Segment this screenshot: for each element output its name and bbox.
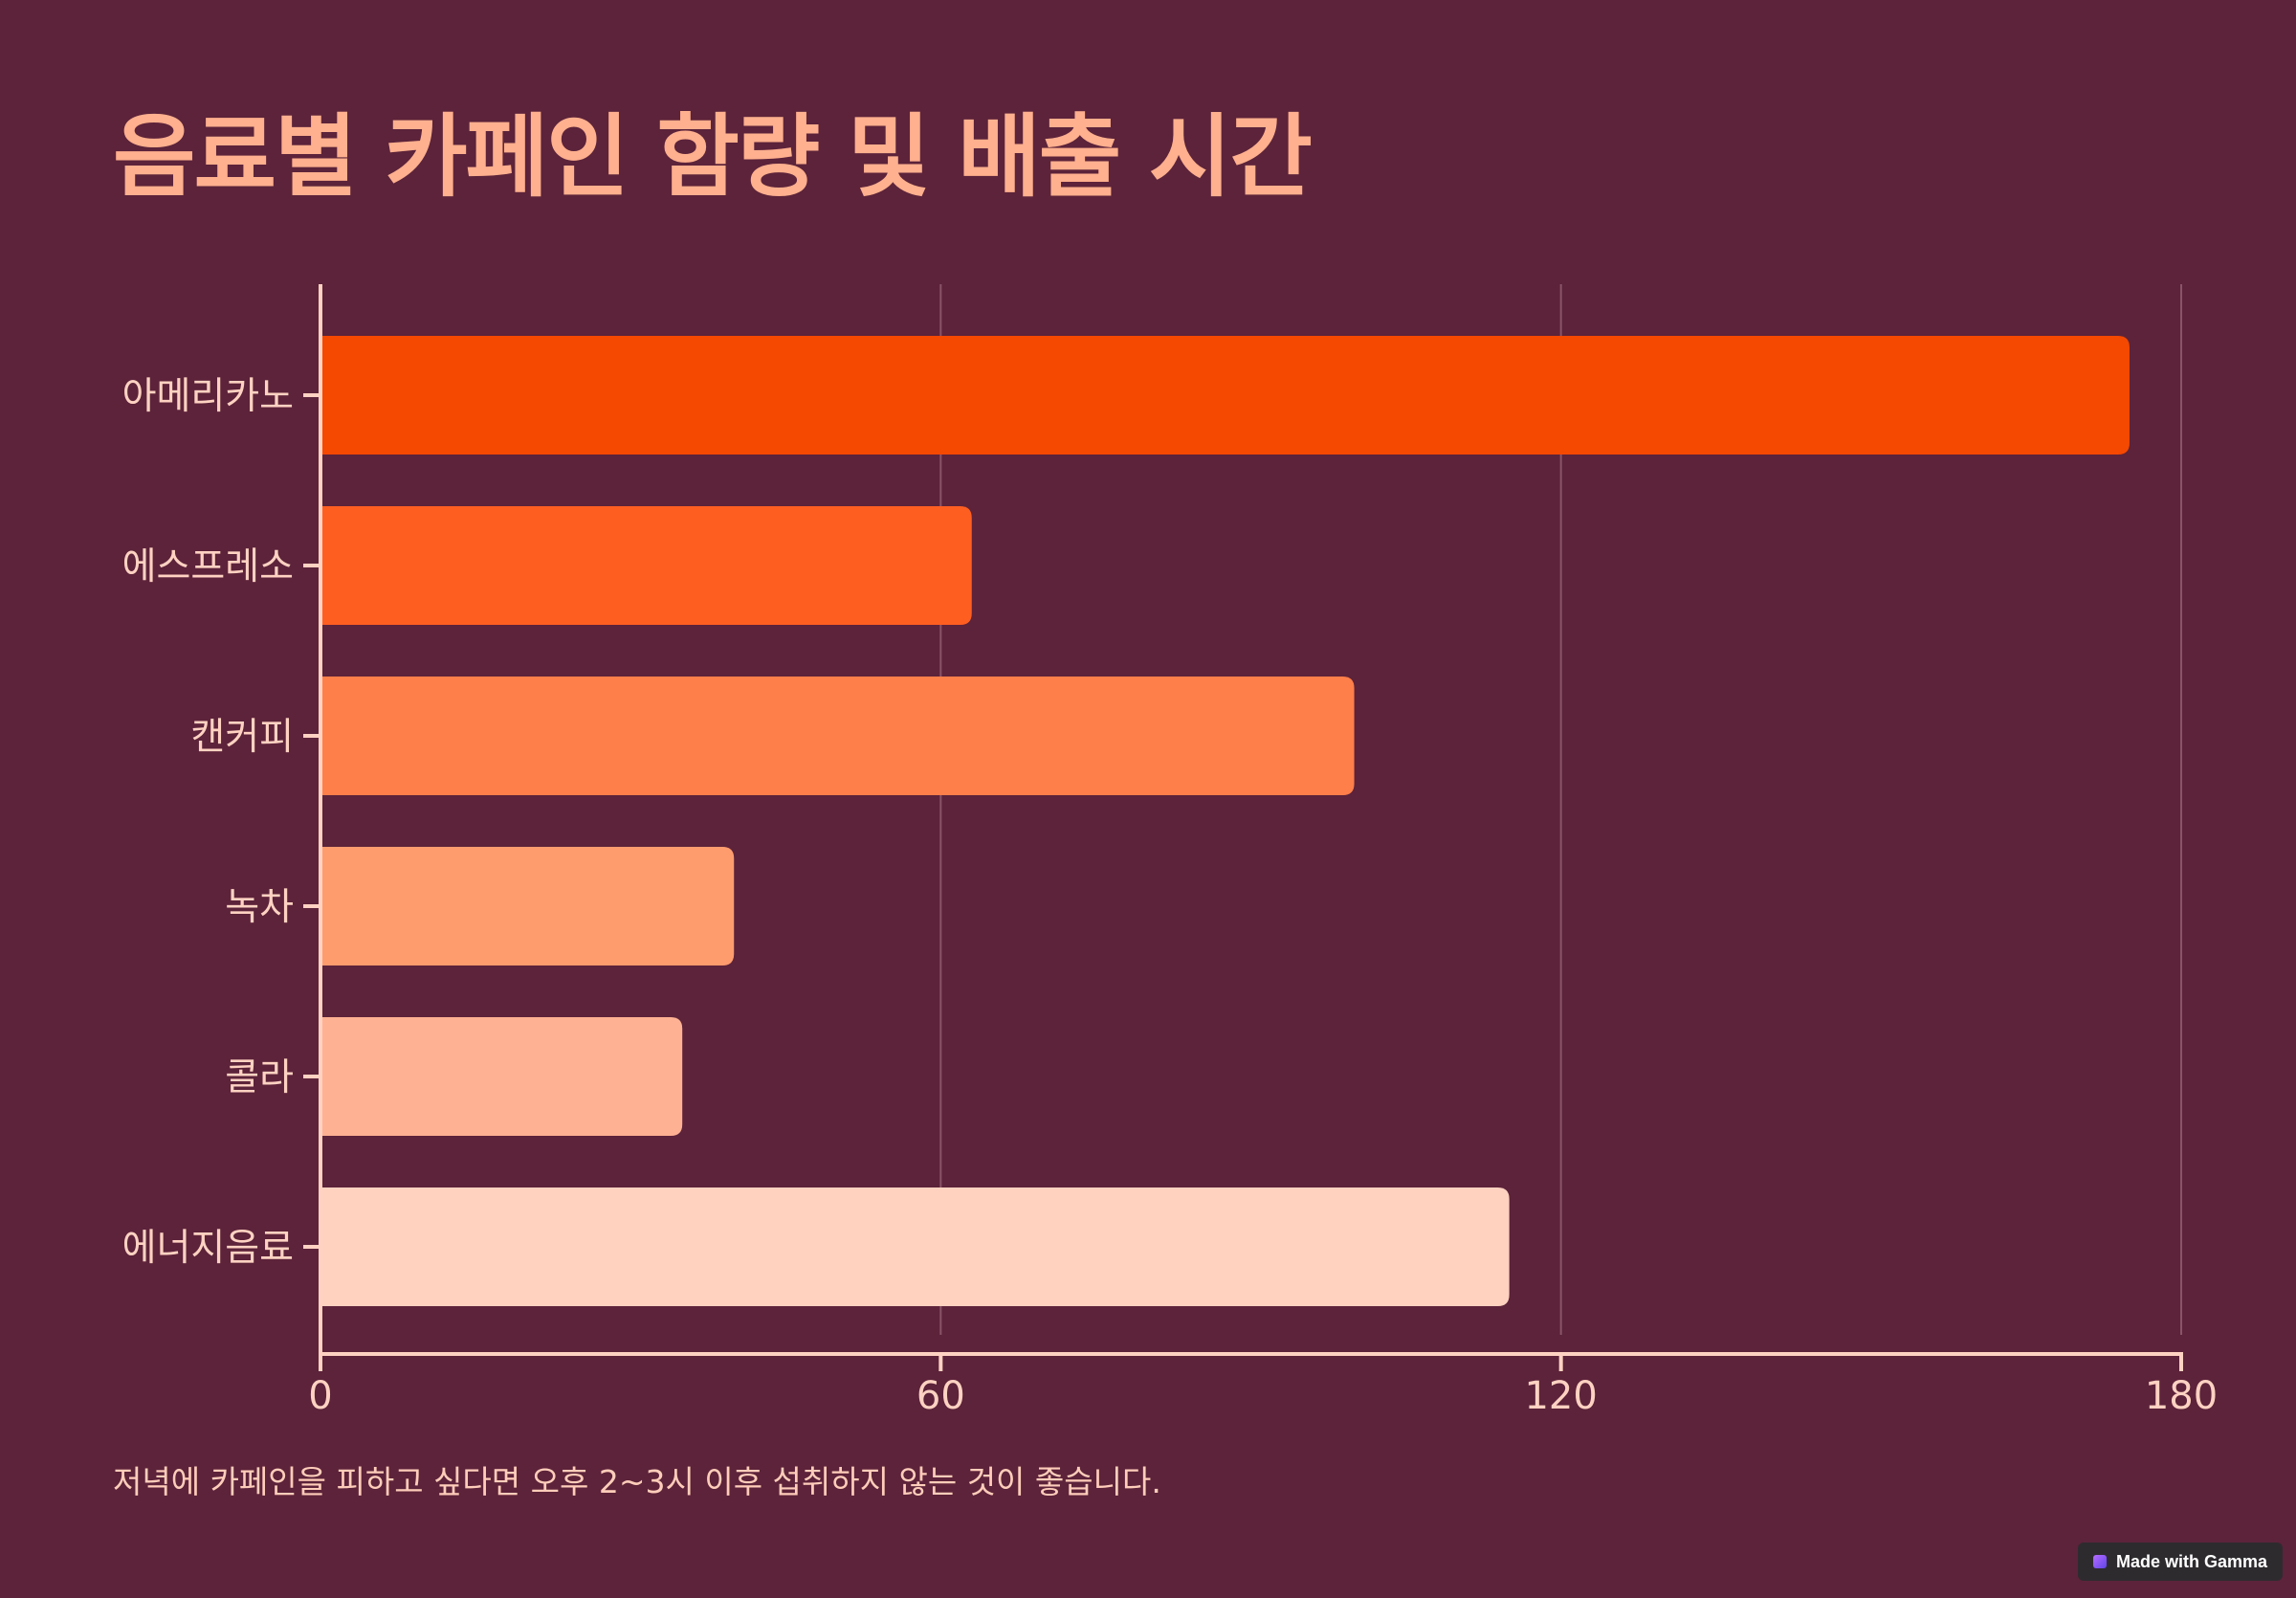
bar (320, 336, 2130, 455)
gamma-logo-icon (2092, 1555, 2107, 1568)
made-with-gamma-badge[interactable]: Made with Gamma (2078, 1543, 2283, 1581)
bar (320, 1187, 1510, 1306)
chart-title: 음료별 카페인 함량 및 배출 시간 (113, 105, 1313, 210)
bar (320, 1017, 683, 1136)
bar (320, 677, 1355, 795)
category-label: 캔커피 (190, 716, 294, 759)
category-label: 녹차 (225, 886, 294, 929)
x-tick-label: 180 (2145, 1374, 2218, 1418)
category-label: 콜라 (225, 1056, 294, 1099)
x-tick-label: 0 (308, 1374, 332, 1418)
badge-label: Made with Gamma (2115, 1551, 2268, 1571)
category-label: 에스프레소 (122, 545, 294, 588)
bar (320, 506, 972, 625)
x-tick-label: 60 (916, 1374, 965, 1418)
category-label: 아메리카노 (122, 375, 294, 418)
x-tick-label: 120 (1524, 1374, 1597, 1418)
footnote: 저녁에 카페인을 피하고 싶다면 오후 2~3시 이후 섭취하지 않는 것이 좋… (113, 1463, 1161, 1500)
bar (320, 847, 735, 965)
category-label: 에너지음료 (122, 1227, 294, 1270)
